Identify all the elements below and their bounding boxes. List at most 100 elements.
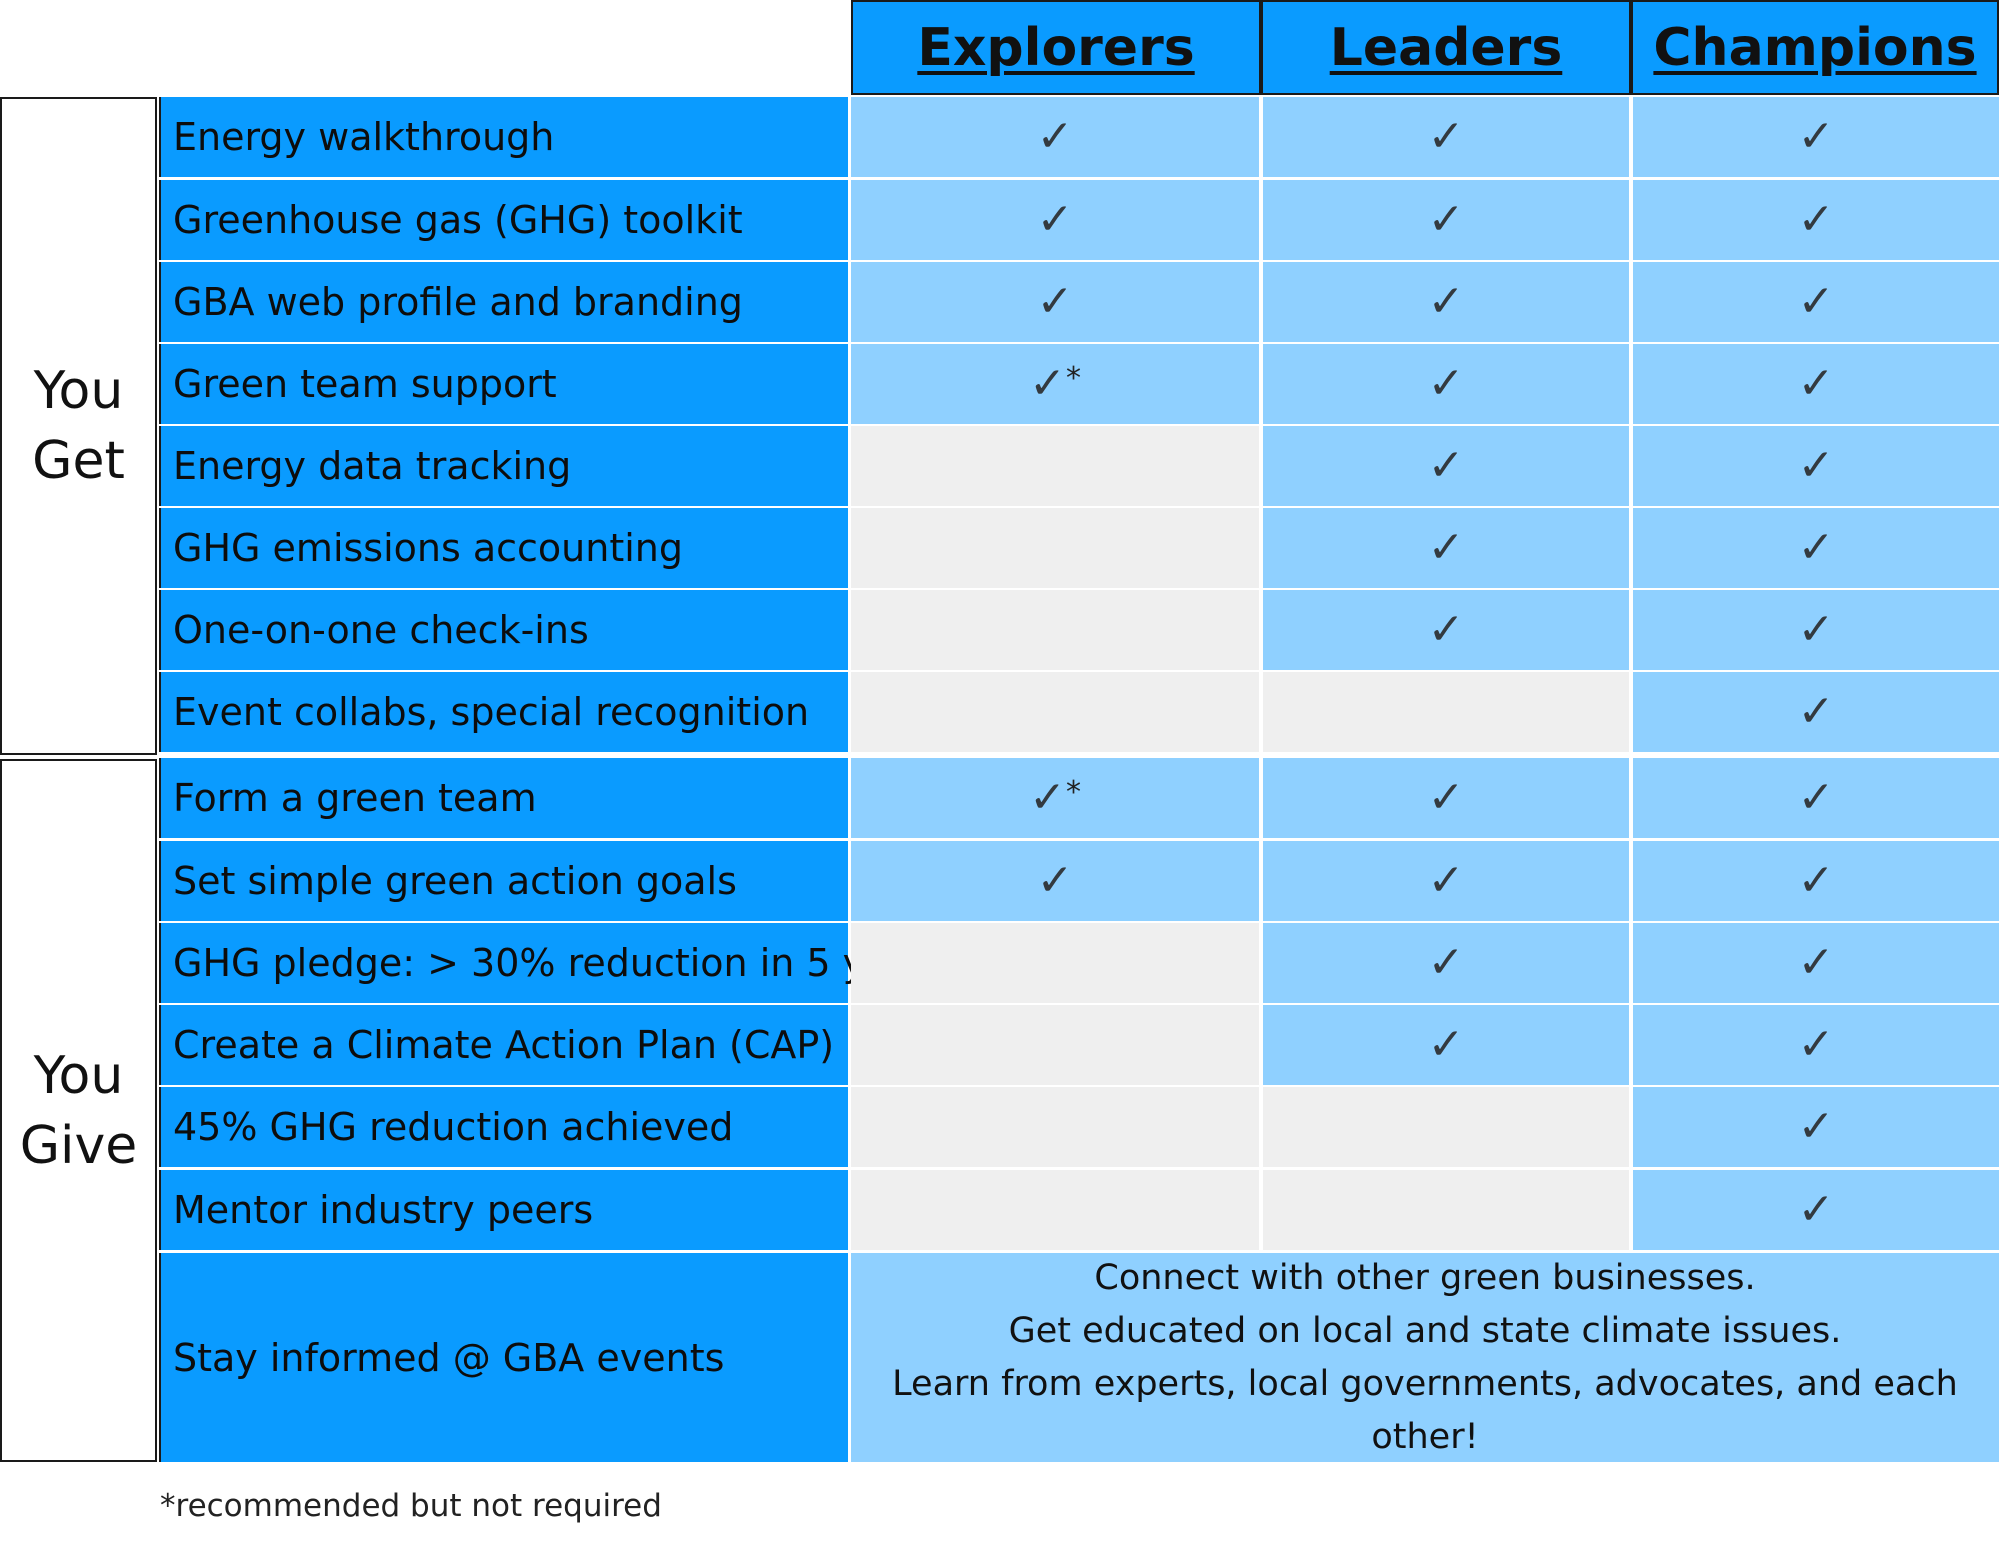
cell-leaders: ✓ xyxy=(1263,590,1629,670)
check-icon: ✓ xyxy=(1797,1184,1835,1235)
check-icon: ✓ xyxy=(1797,194,1835,245)
check-icon: ✓ xyxy=(1036,855,1074,906)
events-message: Connect with other green businesses. Get… xyxy=(851,1253,1999,1462)
cell-leaders: ✓ xyxy=(1263,758,1629,838)
feature-label: Form a green team xyxy=(173,776,537,820)
cell-explorers xyxy=(851,1087,1259,1167)
cell-champions: ✓ xyxy=(1633,841,1999,921)
feature-label-row: Event collabs, special recognition xyxy=(159,672,848,752)
check-icon: ✓ xyxy=(1797,772,1835,823)
check-icon: ✓ xyxy=(1797,111,1835,162)
feature-label: Energy data tracking xyxy=(173,444,572,488)
cell-champions: ✓ xyxy=(1633,590,1999,670)
cell-champions: ✓ xyxy=(1633,344,1999,424)
feature-label-row: Energy data tracking xyxy=(159,426,848,506)
section-label-line2: Get xyxy=(32,431,125,491)
cell-leaders: ✓ xyxy=(1263,180,1629,260)
cell-explorers: ✓ xyxy=(851,841,1259,921)
check-icon: ✓ xyxy=(1427,276,1465,327)
cell-explorers: ✓ xyxy=(851,262,1259,342)
cell-leaders xyxy=(1263,1170,1629,1250)
section-you-get: You Get xyxy=(0,97,157,755)
feature-label: 45% GHG reduction achieved xyxy=(173,1105,734,1149)
cell-champions: ✓ xyxy=(1633,672,1999,752)
feature-label: Event collabs, special recognition xyxy=(173,690,810,734)
check-icon: ✓ xyxy=(1427,937,1465,988)
feature-label-row: Create a Climate Action Plan (CAP) xyxy=(159,1005,848,1085)
column-header-explorers: Explorers xyxy=(851,0,1261,95)
check-icon: ✓ xyxy=(1797,358,1835,409)
events-message-line: Connect with other green businesses. xyxy=(1094,1257,1756,1298)
feature-label: Energy walkthrough xyxy=(173,115,555,159)
cell-explorers: ✓ * xyxy=(851,344,1259,424)
feature-label-row: GBA web profile and branding xyxy=(159,262,848,342)
column-header-label: Explorers xyxy=(917,17,1195,78)
feature-label: Create a Climate Action Plan (CAP) xyxy=(173,1023,835,1067)
events-message-line: Get educated on local and state climate … xyxy=(1008,1310,1842,1351)
cell-leaders xyxy=(1263,672,1629,752)
cell-champions: ✓ xyxy=(1633,923,1999,1003)
cell-champions: ✓ xyxy=(1633,97,1999,177)
feature-label-row: Set simple green action goals xyxy=(159,841,848,921)
column-header-label: Leaders xyxy=(1329,17,1563,78)
cell-leaders: ✓ xyxy=(1263,344,1629,424)
column-header-champions: Champions xyxy=(1631,0,1999,95)
cell-leaders xyxy=(1263,1087,1629,1167)
cell-leaders: ✓ xyxy=(1263,508,1629,588)
feature-label-row: Mentor industry peers xyxy=(159,1170,848,1250)
feature-label-row: Green team support xyxy=(159,344,848,424)
cell-champions: ✓ xyxy=(1633,1087,1999,1167)
cell-leaders: ✓ xyxy=(1263,841,1629,921)
cell-champions: ✓ xyxy=(1633,180,1999,260)
check-icon: ✓ xyxy=(1036,194,1074,245)
footnote-asterisk: * xyxy=(1065,360,1081,396)
check-icon: ✓ xyxy=(1427,1019,1465,1070)
cell-explorers xyxy=(851,923,1259,1003)
cell-explorers: ✓ xyxy=(851,180,1259,260)
check-icon: ✓ xyxy=(1797,1101,1835,1152)
cell-explorers xyxy=(851,672,1259,752)
cell-explorers xyxy=(851,1005,1259,1085)
cell-leaders: ✓ xyxy=(1263,262,1629,342)
cell-explorers xyxy=(851,590,1259,670)
cell-explorers: ✓ xyxy=(851,97,1259,177)
cell-champions: ✓ xyxy=(1633,508,1999,588)
cell-explorers xyxy=(851,508,1259,588)
feature-label-events: Stay informed @ GBA events xyxy=(159,1253,848,1462)
cell-champions: ✓ xyxy=(1633,1170,1999,1250)
check-icon: ✓ xyxy=(1427,772,1465,823)
cell-leaders: ✓ xyxy=(1263,97,1629,177)
events-message-line: Learn from experts, local governments, a… xyxy=(892,1363,1958,1457)
check-icon: ✓ xyxy=(1797,686,1835,737)
column-header-label: Champions xyxy=(1653,17,1977,78)
check-icon: ✓ xyxy=(1036,111,1074,162)
feature-label: GHG emissions accounting xyxy=(173,526,684,570)
feature-label-row: 45% GHG reduction achieved xyxy=(159,1087,848,1167)
check-icon: ✓ xyxy=(1797,276,1835,327)
check-icon: ✓ xyxy=(1797,522,1835,573)
feature-label-row: GHG emissions accounting xyxy=(159,508,848,588)
footnote: *recommended but not required xyxy=(160,1488,662,1524)
cell-champions: ✓ xyxy=(1633,426,1999,506)
section-label-line2: Give xyxy=(19,1115,138,1176)
feature-label-row: Greenhouse gas (GHG) toolkit xyxy=(159,180,848,260)
feature-label: One-on-one check-ins xyxy=(173,608,589,652)
cell-champions: ✓ xyxy=(1633,758,1999,838)
check-icon: ✓ xyxy=(1797,855,1835,906)
cell-explorers: ✓ * xyxy=(851,758,1259,838)
feature-label: GBA web profile and branding xyxy=(173,280,743,324)
cell-champions: ✓ xyxy=(1633,262,1999,342)
feature-label: Green team support xyxy=(173,362,557,406)
feature-label: GHG pledge: > 30% reduction in 5 yrs xyxy=(173,941,901,985)
check-icon: ✓ xyxy=(1029,358,1066,409)
check-icon: ✓ xyxy=(1427,522,1465,573)
check-icon: ✓ xyxy=(1427,194,1465,245)
cell-leaders: ✓ xyxy=(1263,426,1629,506)
check-icon: ✓ xyxy=(1029,772,1066,823)
feature-label: Set simple green action goals xyxy=(173,859,737,903)
section-label-line1: You xyxy=(33,361,124,421)
cell-champions: ✓ xyxy=(1633,1005,1999,1085)
footnote-asterisk: * xyxy=(1065,774,1081,810)
check-icon: ✓ xyxy=(1427,855,1465,906)
section-label-line1: You xyxy=(33,1045,124,1106)
